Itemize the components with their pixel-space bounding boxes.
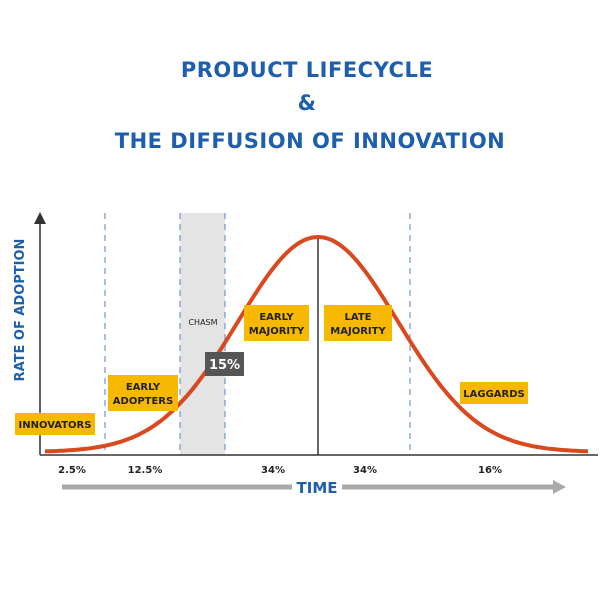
segment-share: 16% bbox=[478, 465, 502, 476]
segment-tag bbox=[324, 305, 392, 341]
segment-label: INNOVATORS bbox=[19, 420, 92, 431]
title-line: THE DIFFUSION OF INNOVATION bbox=[115, 129, 506, 153]
segment-label: EARLY bbox=[126, 382, 161, 393]
segment-share: 2.5% bbox=[58, 465, 86, 476]
chasm-label: CHASM bbox=[188, 318, 217, 327]
segment-label: MAJORITY bbox=[330, 326, 386, 337]
segment-label: MAJORITY bbox=[249, 326, 305, 337]
x-axis-label: TIME bbox=[297, 479, 338, 497]
segments: INNOVATORS 2.5% EARLY ADOPTERS 12.5% EARLY MAJ… bbox=[15, 305, 528, 476]
segment-tag bbox=[460, 382, 528, 404]
segment-label: LAGGARDS bbox=[463, 389, 524, 400]
chasm-badge bbox=[205, 352, 244, 376]
segment-tag bbox=[15, 413, 95, 435]
chasm-badge-text: 15% bbox=[209, 358, 240, 373]
time-arrow-head bbox=[553, 480, 566, 494]
segment-tag bbox=[108, 375, 178, 411]
segment-label: EARLY bbox=[259, 312, 294, 323]
y-axis-arrow bbox=[34, 212, 46, 224]
segment-tag bbox=[244, 305, 309, 341]
segment-label: LATE bbox=[345, 312, 372, 323]
adoption-curve bbox=[44, 234, 589, 454]
segment-share: 34% bbox=[261, 465, 285, 476]
segment-label: ADOPTERS bbox=[113, 396, 173, 407]
title-line: & bbox=[298, 91, 317, 115]
segment-share: 12.5% bbox=[128, 465, 163, 476]
y-axis-label: RATE OF ADOPTION bbox=[13, 239, 28, 382]
title-line: PRODUCT LIFECYCLE bbox=[181, 58, 433, 82]
segment-share: 34% bbox=[353, 465, 377, 476]
time-label-bg bbox=[292, 477, 342, 497]
chasm-band bbox=[180, 213, 225, 455]
